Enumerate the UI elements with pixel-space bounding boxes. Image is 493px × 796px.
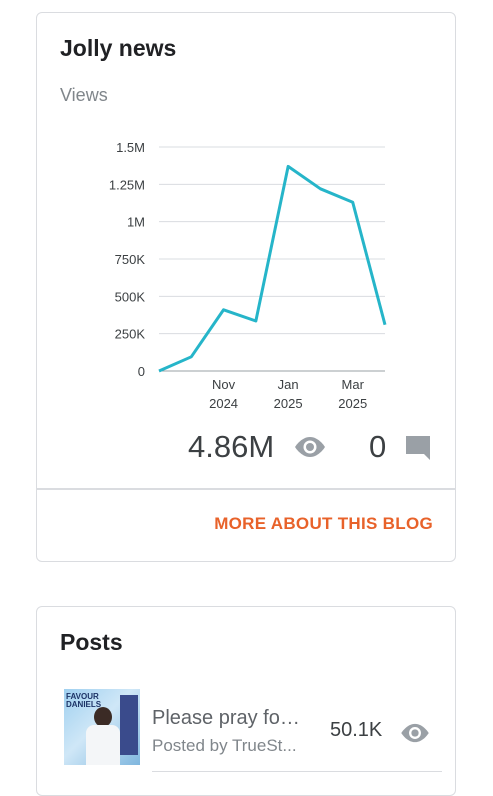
post-author: Posted by TrueSt... xyxy=(152,736,297,755)
x-tick-label: 2024 xyxy=(209,396,238,411)
post-title: Please pray for ... xyxy=(152,707,302,729)
more-about-blog-link[interactable]: MORE ABOUT THIS BLOG xyxy=(214,514,433,533)
x-tick-label: Nov xyxy=(212,377,236,392)
card-divider xyxy=(37,488,455,490)
y-tick-label: 1.25M xyxy=(109,177,145,192)
post-thumbnail: FAVOUR DANIELS xyxy=(64,689,140,765)
blog-stats: 4.86M 0 xyxy=(37,429,457,479)
blog-title: Jolly news xyxy=(60,35,177,61)
views-chart: 0 250K 500K 750K 1M 1.25M 1.5M Nov 2024 Jan 2025 Ma… xyxy=(109,140,387,411)
y-tick-label: 0 xyxy=(138,364,145,379)
views-label: Views xyxy=(60,85,108,105)
thumbnail-text: FAVOUR DANIELS xyxy=(66,692,102,709)
eye-icon xyxy=(295,437,325,457)
x-tick-label: 2025 xyxy=(338,396,367,411)
views-series-line xyxy=(158,164,387,373)
posts-title: Posts xyxy=(60,629,123,655)
x-tick-label: Mar xyxy=(342,377,365,392)
total-views: 4.86M xyxy=(188,429,275,464)
post-divider xyxy=(152,771,442,772)
y-tick-label: 1.5M xyxy=(116,140,145,155)
y-tick-label: 1M xyxy=(127,215,145,230)
y-tick-label: 750K xyxy=(115,252,146,267)
blog-card: Jolly news Views 0 250K 500K 750K 1M 1.25M 1.5… xyxy=(36,12,456,562)
total-comments: 0 xyxy=(369,429,387,464)
y-tick-label: 250K xyxy=(115,327,146,342)
comment-icon xyxy=(406,436,430,460)
posts-card: Posts FAVOUR DANIELS Please pray for ...… xyxy=(36,606,456,796)
post-views: 50.1K xyxy=(330,719,383,741)
y-tick-label: 500K xyxy=(115,289,146,304)
x-tick-label: 2025 xyxy=(274,396,303,411)
eye-icon xyxy=(401,723,429,743)
post-item[interactable]: FAVOUR DANIELS Please pray for ... Poste… xyxy=(64,689,442,772)
x-tick-label: Jan xyxy=(278,377,299,392)
